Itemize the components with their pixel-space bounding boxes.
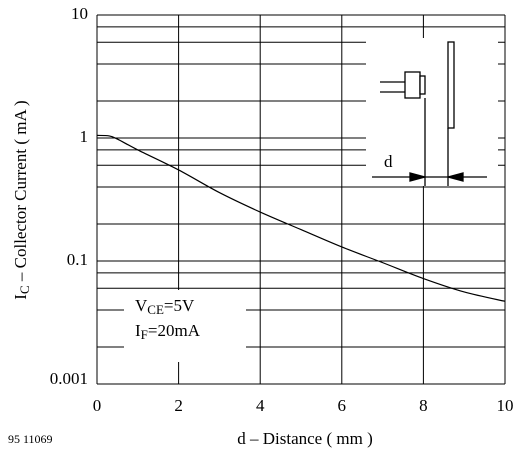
annotation-background — [124, 290, 246, 362]
x-tick-label: 10 — [497, 396, 514, 415]
x-tick-label: 0 — [93, 396, 102, 415]
y-tick-label: 10 — [71, 4, 88, 23]
y-tick-label: 1 — [80, 127, 89, 146]
x-tick-label: 6 — [338, 396, 347, 415]
y-axis-label: IC – Collector Current ( mA ) — [11, 100, 32, 299]
y-tick-label: 0.1 — [67, 250, 88, 269]
x-axis-label: d – Distance ( mm ) — [237, 429, 373, 448]
inset-background — [366, 38, 498, 186]
y-tick-label: 0.001 — [50, 369, 88, 388]
annotation: VCE=5V — [135, 296, 195, 317]
annotation: IF=20mA — [135, 321, 201, 342]
inset-drawing — [372, 41, 487, 186]
x-tick-label: 2 — [174, 396, 183, 415]
figure-number: 95 11069 — [8, 432, 53, 446]
x-tick-label: 8 — [419, 396, 428, 415]
curve — [96, 134, 506, 302]
x-tick-label: 4 — [256, 396, 265, 415]
inset-label: d — [384, 152, 393, 171]
